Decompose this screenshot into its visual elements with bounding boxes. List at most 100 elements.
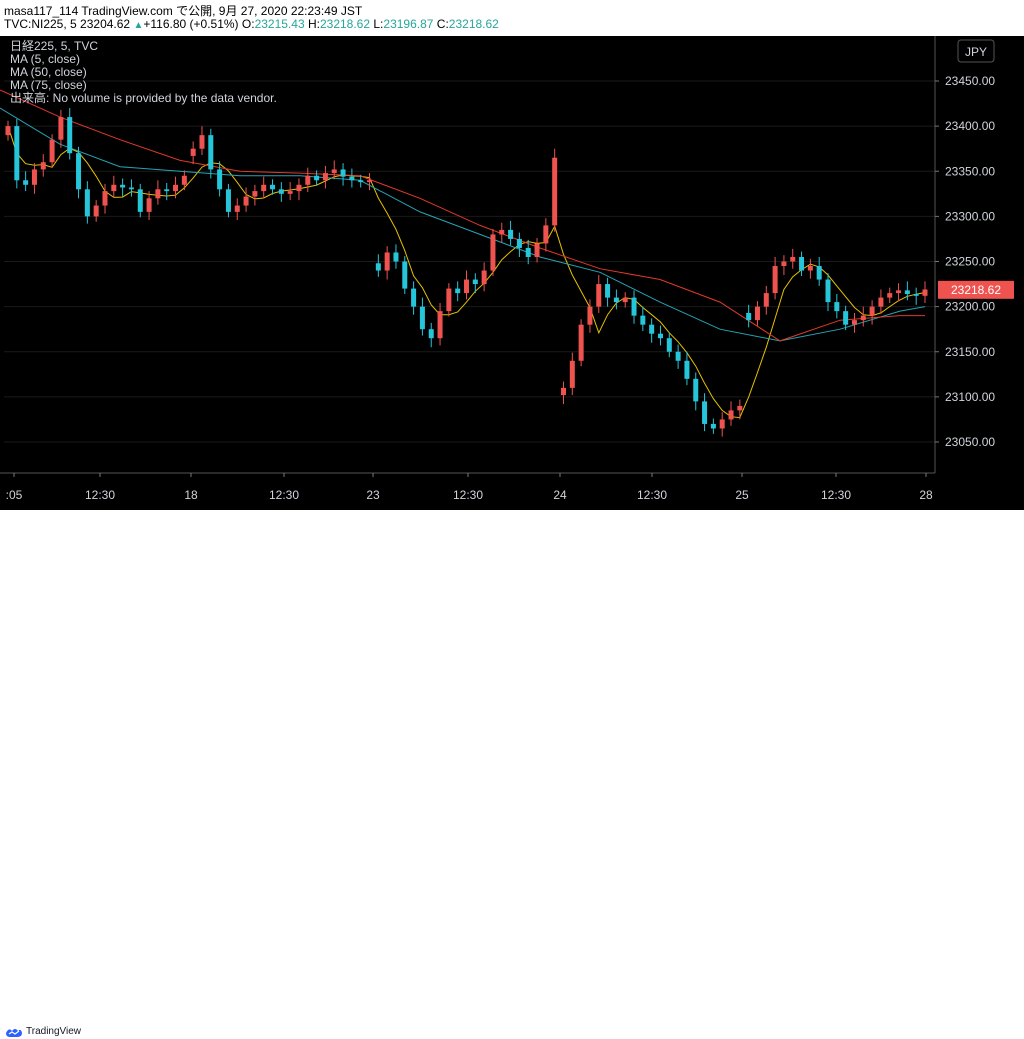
candle-body	[217, 169, 223, 190]
candle-body	[402, 261, 408, 289]
candle-body	[411, 288, 417, 307]
candle-body	[851, 320, 857, 325]
candles	[5, 108, 928, 437]
candle-body	[181, 175, 187, 185]
candle-body	[754, 306, 760, 321]
price-tag-label: 23218.62	[951, 283, 1001, 297]
candle-body	[287, 191, 293, 194]
candle-body	[516, 238, 522, 248]
up-triangle-icon: ▲	[133, 20, 144, 31]
candle-body	[146, 198, 152, 212]
legend: 日経225, 5, TVC MA (5, close) MA (50, clos…	[10, 40, 277, 105]
candle-body	[605, 284, 611, 298]
candle-body	[252, 191, 258, 197]
x-tick-label: 12:30	[637, 488, 667, 502]
candle-body	[270, 184, 276, 190]
candle-body	[31, 169, 37, 185]
candle-body	[631, 297, 637, 316]
candle-body	[702, 401, 708, 424]
candle-body	[596, 284, 602, 307]
footer: TradingView	[0, 510, 1024, 1037]
price-change: +116.80 (+0.51%)	[143, 17, 239, 31]
candle-body	[84, 189, 90, 217]
candle-body	[243, 196, 249, 206]
candle-body	[199, 135, 205, 149]
currency-label: JPY	[965, 45, 987, 59]
tradingview-brand[interactable]: TradingView	[26, 1026, 82, 1037]
candle-body	[913, 293, 919, 296]
candle-body	[693, 378, 699, 402]
candle-body	[367, 180, 373, 183]
y-tick-label: 23250.00	[945, 255, 995, 269]
candle-body	[137, 189, 143, 212]
candle-body	[120, 184, 126, 188]
candle-body	[261, 184, 267, 192]
candle-body	[666, 338, 672, 352]
candle-body	[340, 169, 346, 177]
y-tick-label: 23050.00	[945, 435, 995, 449]
price-tag	[938, 280, 1014, 299]
open-value: 23215.43	[254, 17, 305, 31]
x-tick-label: 12:30	[821, 488, 851, 502]
candle-body	[657, 333, 663, 339]
candle-body	[904, 290, 910, 294]
candle-body	[278, 189, 284, 194]
candle-body	[763, 293, 769, 307]
candle-body	[305, 175, 311, 185]
candle-body	[40, 162, 46, 170]
candle-body	[208, 135, 214, 170]
moving-averages	[0, 89, 926, 419]
candle-body	[331, 169, 337, 174]
chart-area[interactable]: 23450.00 23400.00 23350.00 23300.00 23250.00…	[0, 36, 1024, 510]
ma5-line	[7, 125, 926, 419]
candle-body	[728, 410, 734, 420]
candle-body	[772, 266, 778, 294]
candle-body	[5, 126, 11, 136]
y-tick-label: 23150.00	[945, 345, 995, 359]
candle-body	[322, 173, 328, 181]
candle-body	[464, 279, 469, 294]
candle-body	[499, 229, 505, 235]
legend-title: 日経225, 5, TVC	[10, 39, 99, 53]
publish-info: masa117_114 TradingView.com で公開, 9月 27, …	[4, 4, 363, 18]
candle-body	[807, 266, 813, 271]
candle-body	[437, 311, 443, 339]
axes: 23450.00 23400.00 23350.00 23300.00 23250.00…	[0, 36, 1014, 502]
ma50-line	[0, 107, 926, 342]
legend-ma5[interactable]: MA (5, close)	[10, 52, 81, 66]
candle-body	[675, 351, 681, 361]
candle-body	[472, 279, 478, 285]
legend-ma75[interactable]: MA (75, close)	[10, 78, 87, 92]
candle-body	[534, 243, 540, 257]
candle-body	[640, 315, 646, 325]
x-tick-label: :05	[6, 488, 23, 502]
candle-body	[799, 256, 805, 271]
x-tick-label: 12:30	[85, 488, 115, 502]
candle-body	[428, 329, 434, 339]
candle-body	[393, 252, 399, 262]
candle-body	[860, 315, 866, 321]
candle-body	[781, 261, 787, 267]
candle-body	[869, 306, 875, 316]
candle-body	[578, 324, 584, 361]
candle-body	[684, 360, 690, 379]
y-tick-label: 23350.00	[945, 164, 995, 178]
candle-body	[508, 229, 514, 239]
candle-body	[67, 117, 73, 154]
candle-body	[834, 302, 840, 312]
legend-ma50[interactable]: MA (50, close)	[10, 65, 87, 79]
x-tick-label: 25	[735, 488, 749, 502]
candle-body	[622, 297, 628, 303]
candle-body	[93, 205, 99, 217]
ohlc-line: TVC:NI225, 5 23204.62 ▲+116.80 (+0.51%) …	[4, 17, 499, 31]
x-tick-label: 12:30	[269, 488, 299, 502]
candle-body	[887, 293, 893, 298]
candle-body	[296, 184, 302, 192]
tradingview-logo-icon[interactable]	[5, 1025, 23, 1039]
candle-body	[816, 266, 822, 280]
candle-body	[358, 180, 364, 183]
price-chart[interactable]: 23450.00 23400.00 23350.00 23300.00 23250.00…	[0, 36, 1024, 510]
candle-body	[111, 184, 117, 192]
candle-body	[102, 191, 108, 206]
candle-body	[560, 387, 566, 396]
